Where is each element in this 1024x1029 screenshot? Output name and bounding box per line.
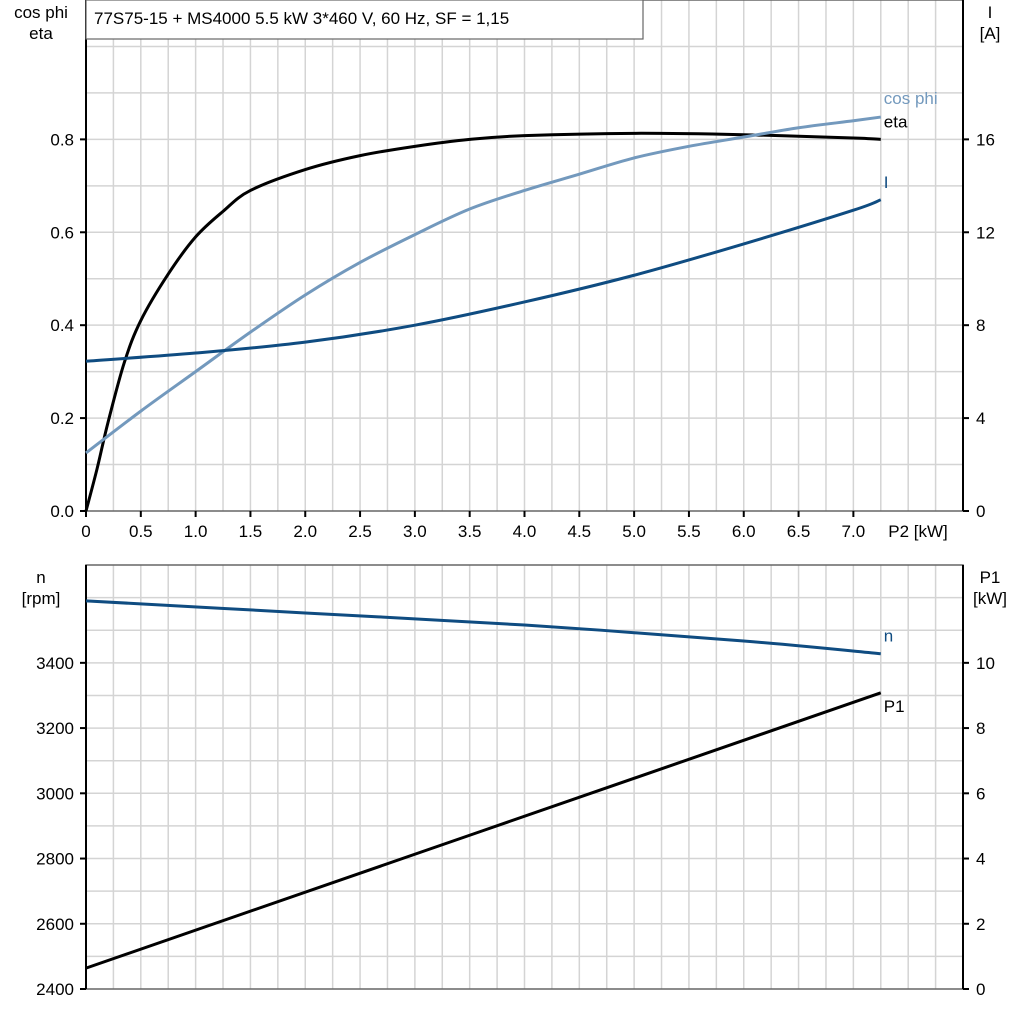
x-tick-label: 2.5	[348, 522, 372, 541]
x-tick-label: 0	[81, 522, 90, 541]
series-label-P1: P1	[884, 697, 905, 716]
x-tick-label: 4.0	[513, 522, 537, 541]
series-line-I	[85, 198, 882, 363]
x-tick-label: 1.5	[239, 522, 263, 541]
x-tick-label: 2.0	[293, 522, 317, 541]
y-tick-label-right: 0	[976, 980, 985, 999]
y-axis-label-right: P1	[980, 568, 1001, 587]
y-tick-label-left: 0.2	[50, 409, 74, 428]
y-axis-label-left: cos phi	[14, 3, 68, 22]
y-tick-label-right: 0	[976, 502, 985, 521]
x-tick-label: 4.5	[567, 522, 591, 541]
y-tick-label-left: 0.6	[50, 223, 74, 242]
y-tick-label-left: 0.0	[50, 502, 74, 521]
y-tick-label-right: 16	[976, 130, 995, 149]
y-tick-label-right: 8	[976, 719, 985, 738]
x-axis-label: P2 [kW]	[888, 522, 948, 541]
y-axis-label-left: eta	[29, 24, 53, 43]
y-tick-label-left: 0.4	[50, 316, 74, 335]
y-axis-label-right: I	[988, 3, 993, 22]
series-label-n: n	[884, 627, 893, 646]
series-line-eta	[84, 131, 881, 512]
y-tick-label-right: 4	[976, 850, 985, 869]
series-line-cos-phi	[85, 115, 881, 455]
y-tick-label-right: 10	[976, 654, 995, 673]
series-line-P1	[85, 691, 882, 970]
y-tick-label-left: 3000	[36, 784, 74, 803]
x-tick-label: 5.5	[677, 522, 701, 541]
series-label-eta: eta	[884, 112, 908, 131]
series-label-I: I	[884, 173, 889, 192]
y-tick-label-right: 8	[976, 316, 985, 335]
y-tick-label-right: 6	[976, 784, 985, 803]
y-tick-label-right: 2	[976, 915, 985, 934]
x-tick-label: 6.0	[732, 522, 756, 541]
y-tick-label-left: 0.8	[50, 130, 74, 149]
x-tick-label: 0.5	[129, 522, 153, 541]
chart-title: 77S75-15 + MS4000 5.5 kW 3*460 V, 60 Hz,…	[94, 9, 509, 28]
y-tick-label-left: 2800	[36, 850, 74, 869]
x-tick-label: 3.5	[458, 522, 482, 541]
y-tick-label-left: 3400	[36, 654, 74, 673]
x-tick-label: 5.0	[622, 522, 646, 541]
x-tick-label: 1.0	[184, 522, 208, 541]
y-axis-label-left: n	[36, 568, 45, 587]
y-axis-label-right: [kW]	[973, 589, 1007, 608]
series-line-n	[85, 599, 881, 656]
x-tick-label: 7.0	[842, 522, 866, 541]
y-tick-label-left: 2600	[36, 915, 74, 934]
y-axis-label-left: [rpm]	[22, 589, 61, 608]
y-tick-label-left: 3200	[36, 719, 74, 738]
series-label-cos-phi: cos phi	[884, 89, 938, 108]
y-tick-label-left: 2400	[36, 980, 74, 999]
chart-title-box	[85, 0, 644, 40]
y-tick-label-right: 12	[976, 223, 995, 242]
y-axis-label-right: [A]	[980, 24, 1001, 43]
y-tick-label-right: 4	[976, 409, 985, 428]
x-tick-label: 6.5	[787, 522, 811, 541]
x-tick-label: 3.0	[403, 522, 427, 541]
